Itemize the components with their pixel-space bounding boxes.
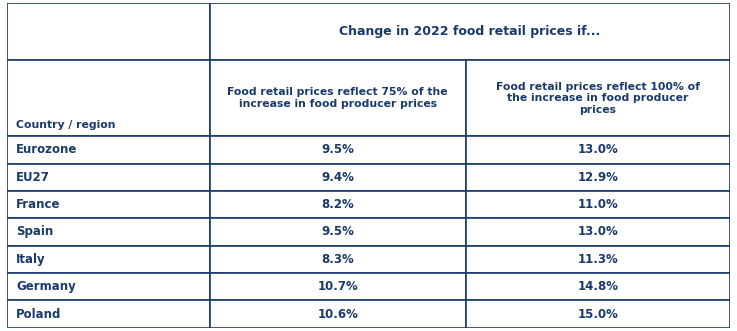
Bar: [7, 300, 209, 328]
Bar: [209, 273, 466, 300]
Text: France: France: [16, 198, 60, 211]
Bar: [466, 164, 730, 191]
Text: Italy: Italy: [16, 253, 46, 266]
Text: Country / region: Country / region: [16, 120, 116, 130]
Bar: [209, 218, 466, 246]
Bar: [466, 191, 730, 218]
Bar: [7, 246, 209, 273]
Text: 13.0%: 13.0%: [578, 225, 618, 239]
Text: Germany: Germany: [16, 280, 76, 293]
Bar: [466, 136, 730, 164]
Text: 8.2%: 8.2%: [321, 198, 354, 211]
Bar: [7, 191, 209, 218]
Text: 10.7%: 10.7%: [318, 280, 358, 293]
Text: Change in 2022 food retail prices if...: Change in 2022 food retail prices if...: [339, 25, 600, 38]
Text: Spain: Spain: [16, 225, 53, 239]
Text: 14.8%: 14.8%: [577, 280, 618, 293]
Text: Poland: Poland: [16, 307, 61, 320]
Bar: [209, 60, 466, 136]
Bar: [209, 300, 466, 328]
Bar: [466, 273, 730, 300]
Text: Food retail prices reflect 100% of
the increase in food producer
prices: Food retail prices reflect 100% of the i…: [496, 81, 700, 115]
Bar: [466, 218, 730, 246]
Text: 10.6%: 10.6%: [318, 307, 358, 320]
Text: Eurozone: Eurozone: [16, 143, 77, 157]
Bar: [209, 136, 466, 164]
Bar: [209, 191, 466, 218]
Text: 9.5%: 9.5%: [321, 143, 354, 157]
Bar: [466, 246, 730, 273]
Text: EU27: EU27: [16, 171, 50, 184]
Bar: [466, 60, 730, 136]
Bar: [7, 218, 209, 246]
Bar: [7, 60, 209, 136]
Text: 12.9%: 12.9%: [577, 171, 618, 184]
Text: 9.4%: 9.4%: [321, 171, 354, 184]
Text: 11.0%: 11.0%: [578, 198, 618, 211]
Text: Food retail prices reflect 75% of the
increase in food producer prices: Food retail prices reflect 75% of the in…: [228, 87, 448, 109]
Bar: [209, 164, 466, 191]
Bar: [7, 273, 209, 300]
Text: 11.3%: 11.3%: [578, 253, 618, 266]
Bar: [209, 246, 466, 273]
Text: 9.5%: 9.5%: [321, 225, 354, 239]
Bar: [466, 300, 730, 328]
Bar: [7, 3, 209, 60]
Bar: [7, 164, 209, 191]
Bar: [209, 3, 730, 60]
Text: 13.0%: 13.0%: [578, 143, 618, 157]
Bar: [7, 136, 209, 164]
Text: 8.3%: 8.3%: [321, 253, 354, 266]
Text: 15.0%: 15.0%: [577, 307, 618, 320]
